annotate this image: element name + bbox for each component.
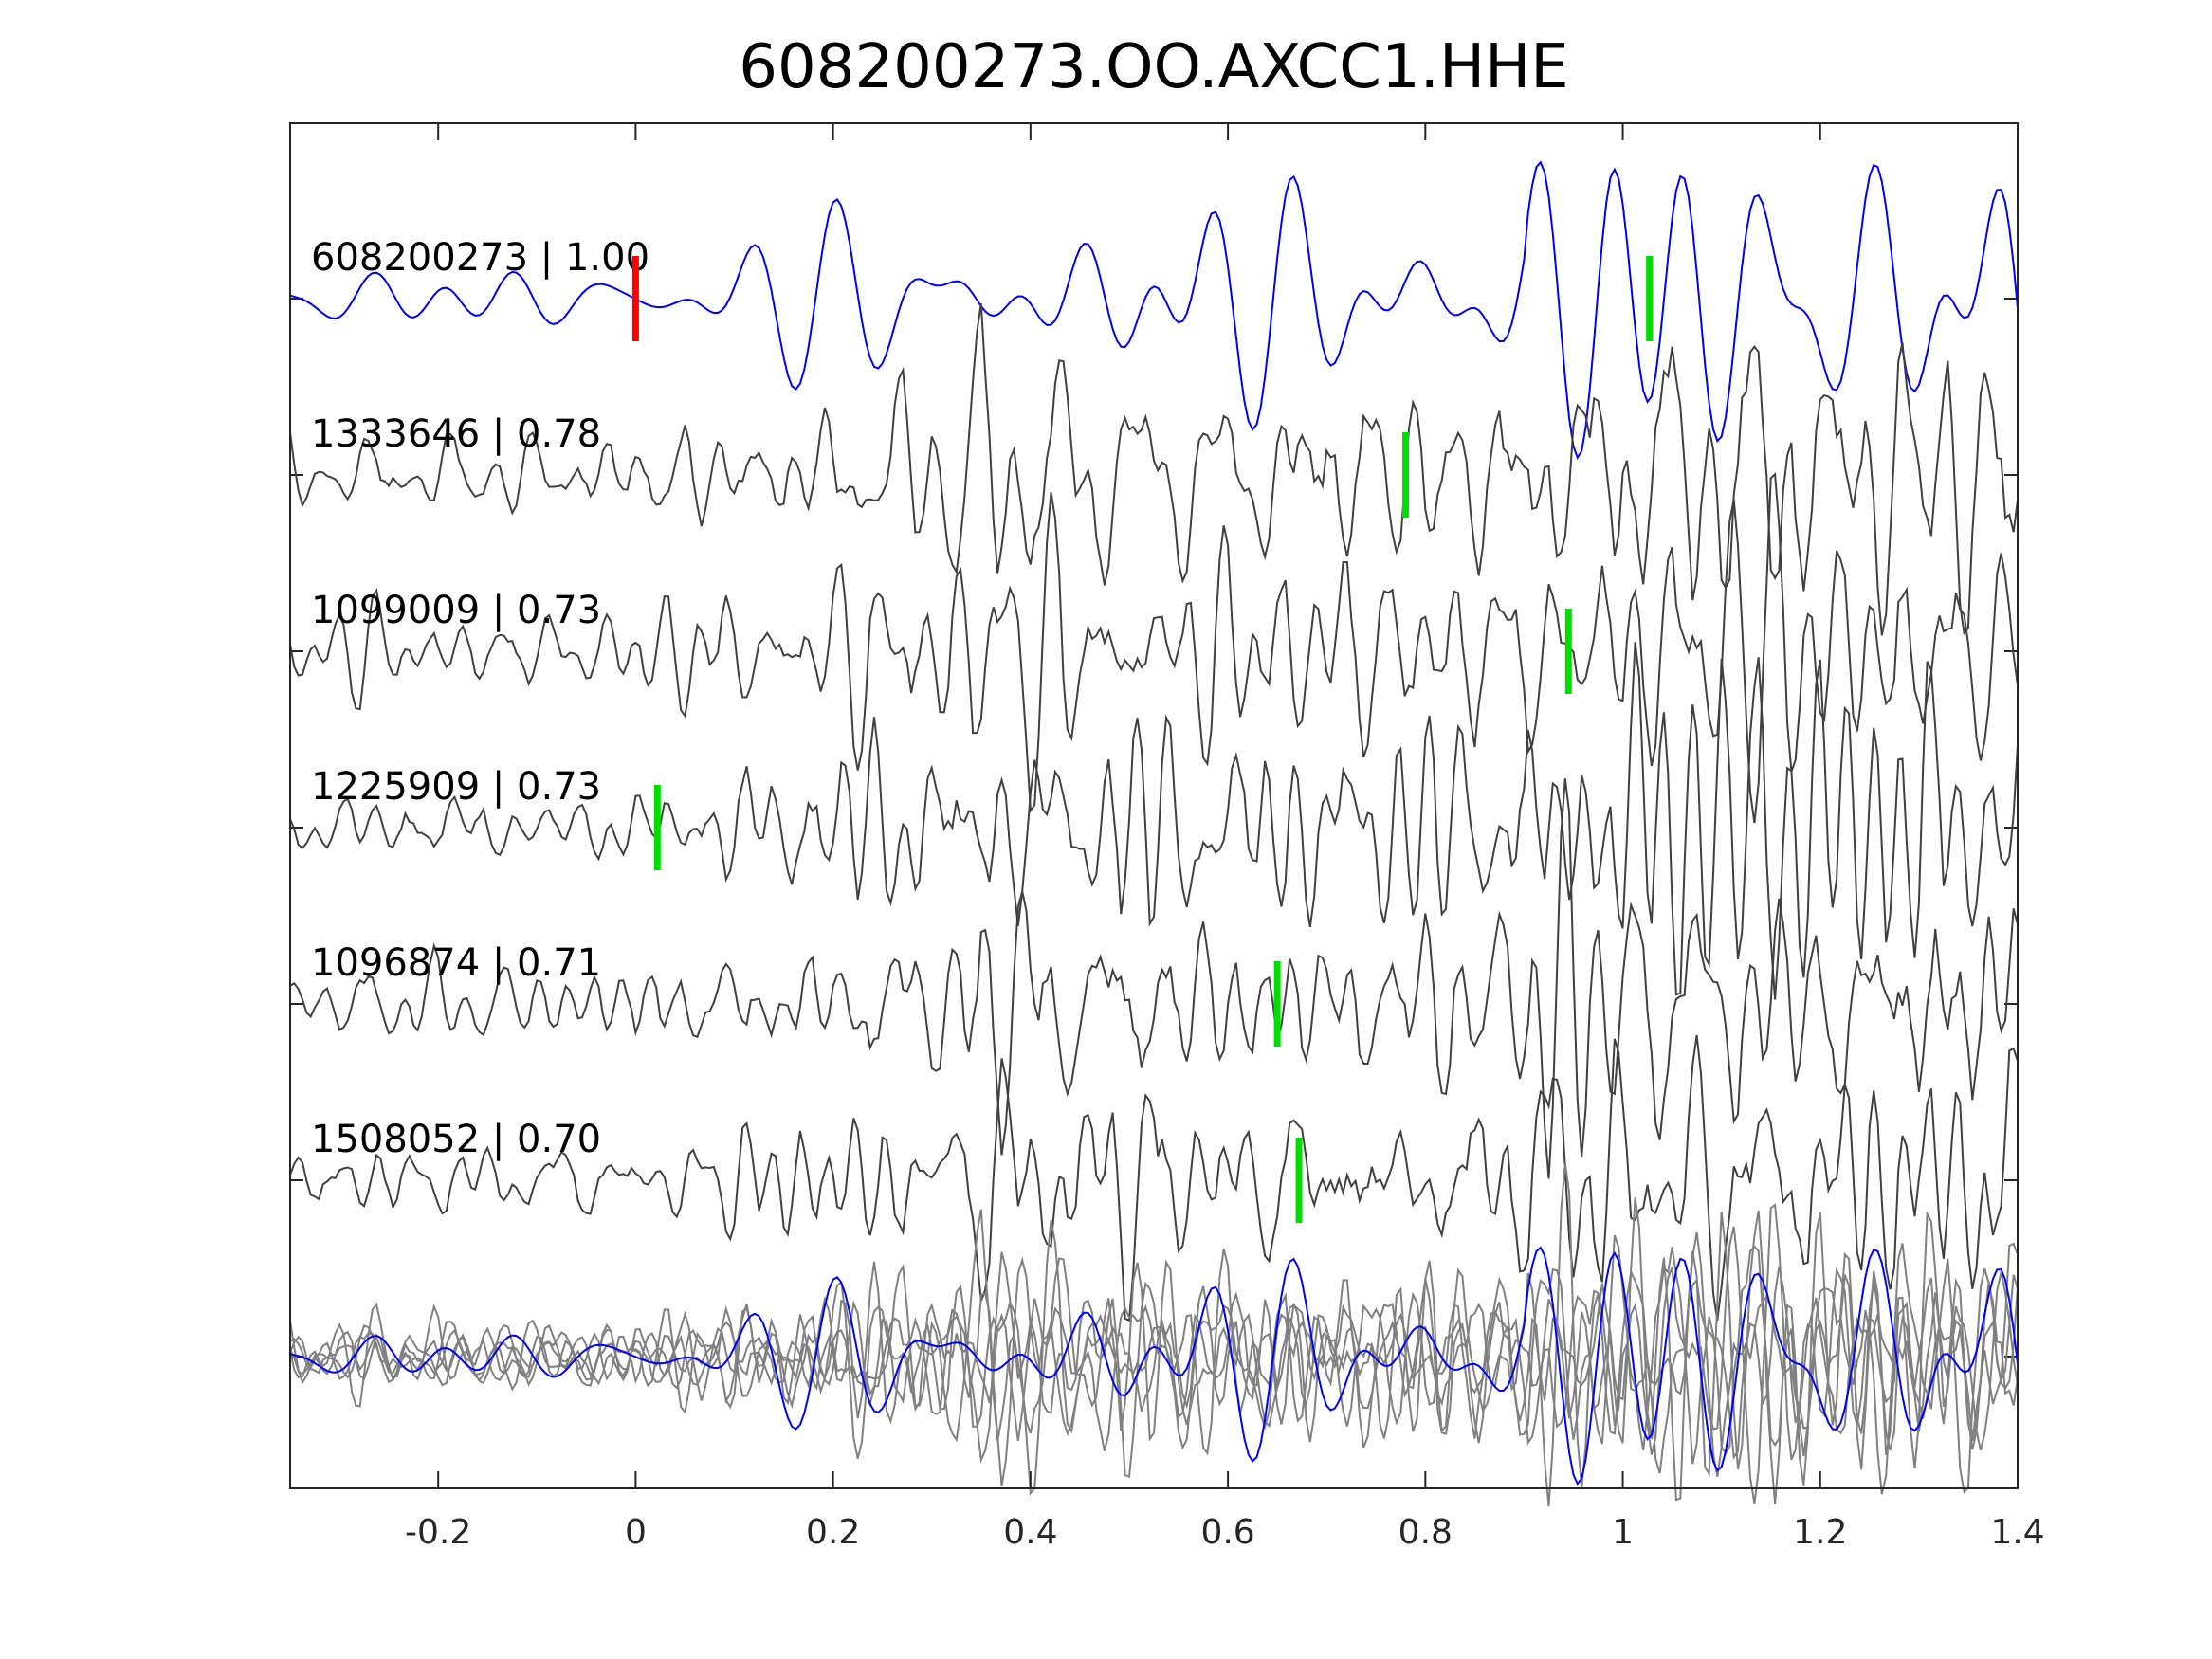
waveform-trace-1225909: [289, 642, 2019, 1000]
overlay-trace-1225909: [289, 1197, 2019, 1504]
overlay-trace-608200273: [289, 1246, 2019, 1486]
trace-label: 1096874 | 0.71: [311, 941, 601, 985]
x-tick-label: 0.6: [1200, 1513, 1254, 1552]
x-tick-label: 0.8: [1398, 1513, 1453, 1552]
picks-group: [631, 256, 1654, 1223]
overlay-trace-1096874: [289, 1163, 2019, 1507]
waveform-trace-1508052: [289, 1034, 2019, 1322]
x-tick-label: 1.2: [1793, 1513, 1847, 1552]
x-tick-label: 1: [1612, 1513, 1634, 1552]
waveform-trace-608200273: [289, 160, 2019, 460]
x-tick-label: -0.2: [405, 1513, 471, 1552]
x-tick-label: 0: [625, 1513, 647, 1552]
waveform-trace-1099009: [289, 472, 2019, 824]
axes-box: [289, 122, 2019, 1489]
x-axis: -0.2 0 0.2 0.4 0.6 0.8 1 1.2 1.4: [405, 123, 2045, 1552]
overlay-trace-1508052: [289, 1231, 2019, 1479]
x-tick-label: 0.2: [806, 1513, 860, 1552]
overlay-trace-1099009: [289, 1203, 2019, 1504]
overlay-trace-1333646: [289, 1209, 2019, 1495]
chart-title: 608200273.OO.AXCC1.HHE: [739, 32, 1568, 102]
waveform-trace-1333646: [289, 302, 2019, 636]
trace-label: 1099009 | 0.73: [311, 589, 601, 632]
trace-label: 608200273 | 1.00: [311, 236, 649, 280]
waveform-trace-1096874: [289, 778, 2019, 1179]
traces-group: [289, 160, 2019, 1507]
trace-label: 1225909 | 0.73: [311, 765, 601, 809]
x-tick-label: 0.4: [1003, 1513, 1057, 1552]
trace-labels: 608200273 | 1.00 1333646 | 0.78 1099009 | …: [311, 236, 649, 1161]
trace-label: 1333646 | 0.78: [311, 412, 601, 456]
x-tick-label: 1.4: [1990, 1513, 2044, 1552]
trace-label: 1508052 | 0.70: [311, 1118, 601, 1161]
